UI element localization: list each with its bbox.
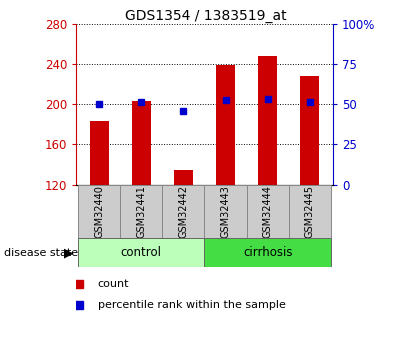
FancyBboxPatch shape [289, 185, 331, 238]
FancyBboxPatch shape [247, 185, 289, 238]
Bar [300, 76, 319, 185]
Bar [216, 65, 235, 185]
Text: ▶: ▶ [64, 246, 73, 259]
FancyBboxPatch shape [205, 185, 247, 238]
Text: GDS1354 / 1383519_at: GDS1354 / 1383519_at [125, 9, 286, 23]
Text: GSM32440: GSM32440 [94, 185, 104, 238]
Bar [174, 169, 193, 185]
Bar [132, 101, 151, 185]
Text: count: count [98, 279, 129, 289]
FancyBboxPatch shape [78, 238, 205, 267]
Text: cirrhosis: cirrhosis [243, 246, 292, 259]
Bar [90, 121, 109, 185]
Bar [258, 56, 277, 185]
Text: GSM32442: GSM32442 [178, 185, 188, 238]
Text: GSM32443: GSM32443 [221, 185, 231, 238]
FancyBboxPatch shape [162, 185, 205, 238]
FancyBboxPatch shape [78, 185, 120, 238]
Text: disease state: disease state [4, 248, 78, 258]
Text: GSM32441: GSM32441 [136, 185, 146, 238]
Text: GSM32445: GSM32445 [305, 185, 315, 238]
Text: percentile rank within the sample: percentile rank within the sample [98, 300, 286, 310]
Text: control: control [121, 246, 162, 259]
Text: GSM32444: GSM32444 [263, 185, 272, 238]
FancyBboxPatch shape [120, 185, 162, 238]
FancyBboxPatch shape [205, 238, 331, 267]
